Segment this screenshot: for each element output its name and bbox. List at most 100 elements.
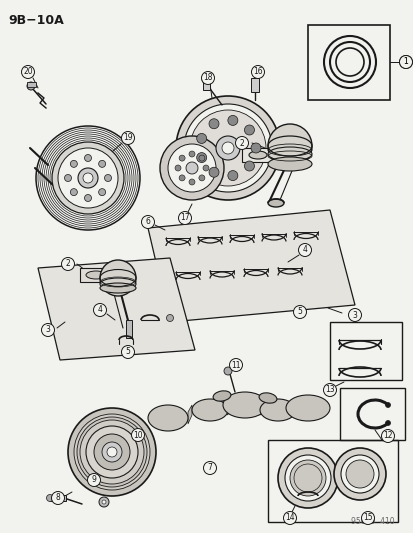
Polygon shape: [188, 405, 192, 424]
Circle shape: [166, 314, 173, 321]
Circle shape: [244, 125, 254, 135]
Circle shape: [86, 426, 138, 478]
Circle shape: [227, 116, 237, 125]
Circle shape: [385, 421, 389, 425]
Circle shape: [84, 155, 91, 161]
Circle shape: [202, 165, 209, 171]
Text: 1: 1: [403, 58, 407, 67]
Circle shape: [196, 152, 206, 163]
Circle shape: [141, 215, 154, 229]
Circle shape: [64, 174, 71, 182]
Ellipse shape: [100, 278, 136, 290]
Ellipse shape: [223, 392, 266, 418]
Circle shape: [201, 71, 214, 85]
Text: 12: 12: [382, 432, 392, 440]
Circle shape: [399, 55, 411, 69]
Polygon shape: [223, 399, 228, 415]
Circle shape: [385, 402, 389, 408]
Circle shape: [77, 417, 147, 487]
Polygon shape: [38, 258, 195, 360]
Circle shape: [58, 148, 118, 208]
Circle shape: [100, 260, 136, 296]
Text: 17: 17: [180, 214, 189, 222]
Circle shape: [198, 155, 204, 161]
Text: 15: 15: [362, 513, 372, 522]
Circle shape: [223, 367, 231, 375]
Ellipse shape: [267, 199, 283, 207]
Circle shape: [267, 124, 311, 168]
Circle shape: [80, 420, 144, 484]
Ellipse shape: [100, 283, 136, 293]
Circle shape: [235, 136, 248, 149]
Text: 9: 9: [91, 475, 96, 484]
Circle shape: [250, 143, 260, 153]
Circle shape: [198, 175, 204, 181]
Circle shape: [209, 119, 218, 129]
Circle shape: [98, 189, 105, 196]
Circle shape: [51, 491, 64, 505]
Bar: [126, 320, 132, 338]
Bar: [307, 25, 389, 100]
Circle shape: [121, 132, 134, 144]
Circle shape: [348, 309, 361, 321]
Circle shape: [68, 408, 156, 496]
Text: 18: 18: [203, 74, 212, 83]
Ellipse shape: [267, 147, 311, 161]
Bar: [242, 148, 271, 162]
Bar: [339, 388, 404, 440]
Circle shape: [209, 167, 218, 177]
Circle shape: [159, 136, 223, 200]
Text: 7: 7: [207, 464, 212, 472]
Text: 5: 5: [125, 348, 130, 357]
Circle shape: [298, 244, 311, 256]
Circle shape: [284, 455, 330, 501]
Circle shape: [83, 173, 93, 183]
Circle shape: [277, 448, 337, 508]
Ellipse shape: [259, 393, 276, 403]
Circle shape: [176, 96, 279, 200]
Circle shape: [221, 142, 233, 154]
Circle shape: [333, 448, 385, 500]
Circle shape: [323, 384, 336, 397]
Circle shape: [93, 303, 106, 317]
Circle shape: [21, 66, 34, 78]
Circle shape: [179, 175, 185, 181]
Polygon shape: [147, 210, 354, 322]
Circle shape: [107, 447, 117, 457]
Circle shape: [244, 161, 254, 171]
Ellipse shape: [192, 399, 228, 421]
Ellipse shape: [248, 151, 266, 159]
Circle shape: [121, 345, 134, 359]
Circle shape: [175, 165, 180, 171]
Circle shape: [70, 189, 77, 196]
Circle shape: [78, 168, 98, 188]
Text: 13: 13: [324, 385, 334, 394]
Circle shape: [102, 442, 122, 462]
Circle shape: [283, 512, 296, 524]
Text: 2: 2: [66, 260, 70, 269]
Circle shape: [345, 460, 373, 488]
Circle shape: [84, 195, 91, 201]
Circle shape: [46, 495, 53, 502]
Bar: [329, 322, 401, 380]
Ellipse shape: [285, 395, 329, 421]
Circle shape: [179, 155, 185, 161]
Bar: [50, 495, 66, 501]
Text: 2: 2: [239, 139, 244, 148]
Polygon shape: [259, 399, 266, 415]
Circle shape: [27, 82, 35, 90]
Circle shape: [196, 133, 206, 143]
Circle shape: [62, 257, 74, 271]
Circle shape: [190, 110, 266, 186]
Circle shape: [87, 473, 100, 487]
Circle shape: [216, 136, 240, 160]
Circle shape: [189, 179, 195, 185]
Text: 14: 14: [285, 513, 294, 522]
Circle shape: [41, 324, 55, 336]
Ellipse shape: [267, 157, 311, 171]
Text: 6: 6: [145, 217, 150, 227]
Ellipse shape: [213, 391, 230, 401]
Bar: [267, 440, 397, 522]
Text: 5: 5: [297, 308, 302, 317]
Circle shape: [289, 460, 325, 496]
